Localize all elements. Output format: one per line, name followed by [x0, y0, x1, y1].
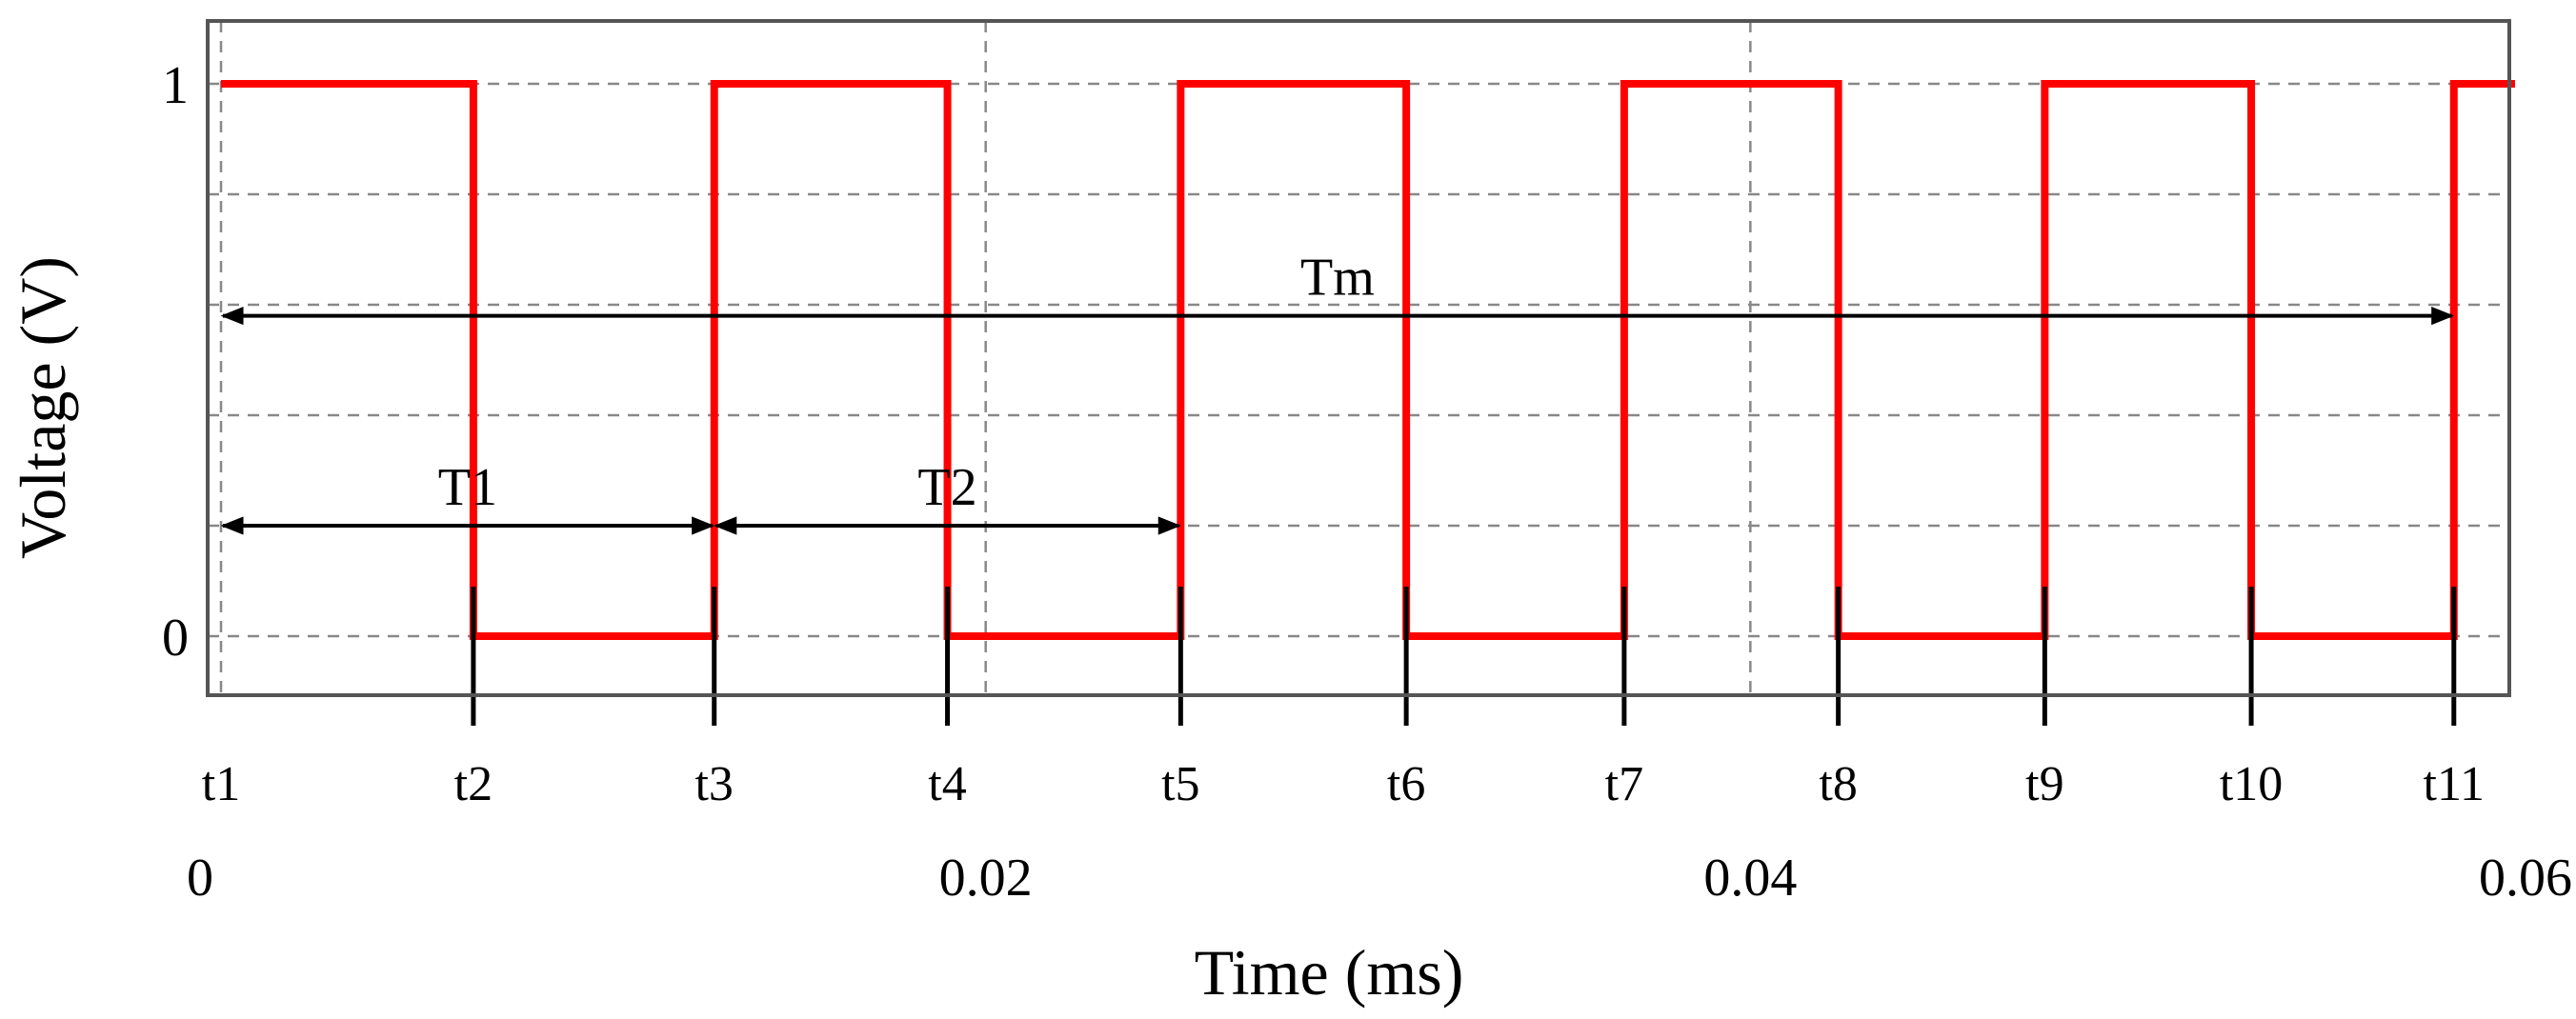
x-tick-label: 0.02 — [939, 849, 1033, 908]
marker-label-t1: t1 — [202, 757, 240, 811]
x-tick-label: 0.06 — [2479, 849, 2572, 908]
marker-label-t2: t2 — [454, 757, 493, 811]
marker-label-t5: t5 — [1161, 757, 1199, 811]
x-tick-label: 0 — [187, 849, 213, 908]
marker-label-t9: t9 — [2025, 757, 2063, 811]
marker-label-t3: t3 — [694, 757, 733, 811]
marker-label-t11: t11 — [2424, 757, 2485, 811]
period-annotations: T1 T2 Tm — [220, 249, 2455, 535]
edge-tick-marks — [471, 587, 2457, 726]
marker-label-t8: t8 — [1819, 757, 1857, 811]
marker-label-t4: t4 — [928, 757, 966, 811]
x-tick-labels: 0 0.02 0.04 0.06 — [187, 849, 2572, 908]
x-axis-label: Time (ms) — [1195, 936, 1464, 1009]
x-tick-label: 0.04 — [1703, 849, 1797, 908]
marker-label-t10: t10 — [2220, 757, 2283, 811]
time-marker-labels: t1 t2 t3 t4 t5 t6 t7 t8 t9 t10 t11 — [202, 757, 2485, 811]
y-tick-label: 1 — [162, 56, 189, 115]
y-tick-label: 0 — [162, 609, 189, 668]
square-wave-line — [221, 80, 2515, 640]
annotation-label-T1: T1 — [438, 458, 497, 517]
marker-label-t6: t6 — [1387, 757, 1425, 811]
plot-area — [208, 21, 2509, 695]
annotation-label-T2: T2 — [917, 458, 976, 517]
y-axis-label: Voltage (V) — [7, 256, 79, 559]
signal-series — [221, 80, 2515, 640]
annotation-label-Tm: Tm — [1300, 249, 1375, 308]
marker-label-t7: t7 — [1605, 757, 1643, 811]
y-tick-labels: 01 — [162, 56, 189, 668]
plot-frame — [206, 19, 2511, 697]
